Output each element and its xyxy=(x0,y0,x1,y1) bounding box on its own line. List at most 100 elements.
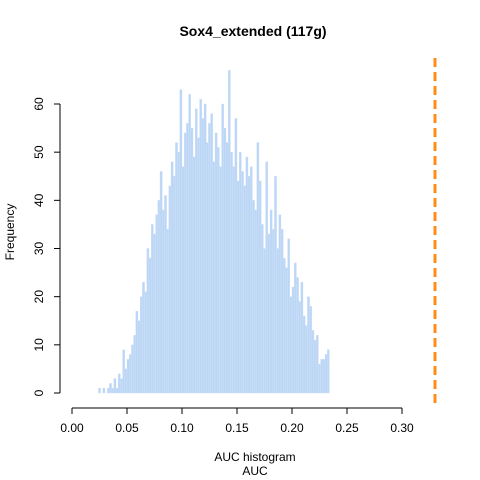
histogram-bar xyxy=(111,387,114,394)
histogram-bar xyxy=(208,123,211,394)
histogram-bar xyxy=(128,354,132,394)
histogram-bar xyxy=(166,229,170,394)
histogram-bar xyxy=(144,291,148,394)
y-tick-label: 30 xyxy=(32,242,46,256)
histogram-bar xyxy=(261,224,264,394)
histogram-bar xyxy=(302,315,306,394)
histogram-bar xyxy=(274,176,277,394)
histogram-bar xyxy=(131,344,134,394)
histogram-bar xyxy=(324,354,328,394)
x-tick-label: 0.30 xyxy=(390,421,414,435)
histogram-bar xyxy=(320,359,324,394)
histogram-bar xyxy=(192,156,196,394)
histogram-bar xyxy=(153,233,156,394)
histogram-bar xyxy=(139,296,143,394)
x-tick-label: 0.25 xyxy=(335,421,359,435)
histogram-bar xyxy=(227,70,231,394)
histogram-bar xyxy=(311,330,315,394)
histogram-bar xyxy=(278,214,282,394)
histogram-bar xyxy=(199,98,203,394)
histogram-bar xyxy=(190,127,194,394)
histogram-bar xyxy=(245,156,249,394)
x-tick-label: 0.05 xyxy=(115,421,139,435)
y-tick-label: 50 xyxy=(32,145,46,159)
histogram-bar xyxy=(155,214,159,394)
histogram-bar xyxy=(137,320,141,394)
histogram-bar xyxy=(241,171,244,394)
histogram-bar xyxy=(258,180,262,394)
histogram-bar xyxy=(117,373,121,394)
histogram-bar xyxy=(148,257,152,394)
histogram-bar xyxy=(175,142,178,394)
x-axis-sublabel: AUC xyxy=(242,464,268,478)
histogram-bar xyxy=(232,166,236,394)
y-tick-label: 10 xyxy=(32,338,46,352)
histogram-bar xyxy=(197,137,200,394)
histogram-bar xyxy=(181,166,185,394)
histogram-bar xyxy=(135,310,139,394)
histogram-bar xyxy=(161,209,165,394)
histogram-bar xyxy=(322,359,326,394)
histogram-bar xyxy=(309,306,313,394)
histogram-bar xyxy=(296,277,299,394)
histogram-bar xyxy=(188,94,192,394)
histogram-bar xyxy=(183,132,187,394)
histogram-bar xyxy=(256,142,260,394)
histogram-bar xyxy=(219,166,222,394)
y-axis: 0 10 20 30 40 50 60 xyxy=(32,97,61,396)
histogram-bar xyxy=(150,224,154,394)
histogram-bar xyxy=(225,142,229,394)
histogram-bar xyxy=(285,267,288,394)
histogram-bar xyxy=(124,368,128,394)
histogram-bar xyxy=(272,229,275,394)
histogram-bar xyxy=(216,147,220,394)
x-tick-label: 0.15 xyxy=(225,421,249,435)
histogram-bar xyxy=(113,378,117,394)
histogram-bar xyxy=(214,132,218,394)
histogram-bar xyxy=(280,229,284,394)
histogram-bar xyxy=(170,161,174,394)
histogram-bar xyxy=(316,335,319,394)
histogram-bar xyxy=(263,248,266,394)
histogram-bar xyxy=(300,282,304,394)
histogram-bar xyxy=(267,233,271,394)
histogram-bar xyxy=(186,123,189,394)
histogram-bar xyxy=(203,103,207,394)
histogram-bar xyxy=(289,296,293,394)
y-tick-label: 0 xyxy=(32,389,46,396)
histogram-bar xyxy=(210,113,214,394)
histogram-bar xyxy=(307,296,310,394)
histogram-bar xyxy=(294,262,297,394)
histogram-bar xyxy=(201,118,205,394)
y-axis-label: Frequency xyxy=(3,204,17,261)
histogram-bar xyxy=(179,89,183,394)
x-tick-label: 0.10 xyxy=(170,421,194,435)
histogram-bar xyxy=(168,185,172,394)
x-tick-label: 0.00 xyxy=(60,421,84,435)
histogram-bars xyxy=(98,70,330,394)
histogram-bar xyxy=(142,282,145,394)
histogram-bar xyxy=(230,151,233,394)
histogram-bar xyxy=(159,171,163,394)
histogram-bar xyxy=(126,359,130,394)
histogram-bar xyxy=(146,248,150,394)
x-tick-label: 0.20 xyxy=(280,421,304,435)
histogram-bar xyxy=(120,378,123,394)
histogram-bar xyxy=(298,301,302,394)
histogram-bar xyxy=(194,108,198,394)
histogram-bar xyxy=(223,127,227,394)
histogram-bar xyxy=(243,185,247,394)
histogram-bar xyxy=(234,118,238,394)
histogram-bar xyxy=(122,349,125,394)
histogram-bar xyxy=(283,257,286,394)
histogram-bar xyxy=(177,151,181,394)
histogram-bar xyxy=(276,248,280,394)
histogram-bar xyxy=(98,387,101,394)
histogram-bar xyxy=(238,151,242,394)
histogram-bar xyxy=(157,200,161,394)
histogram-bar xyxy=(236,180,240,394)
histogram-bar xyxy=(287,238,291,394)
histogram-bar xyxy=(327,349,330,394)
histogram-bar xyxy=(109,383,112,394)
